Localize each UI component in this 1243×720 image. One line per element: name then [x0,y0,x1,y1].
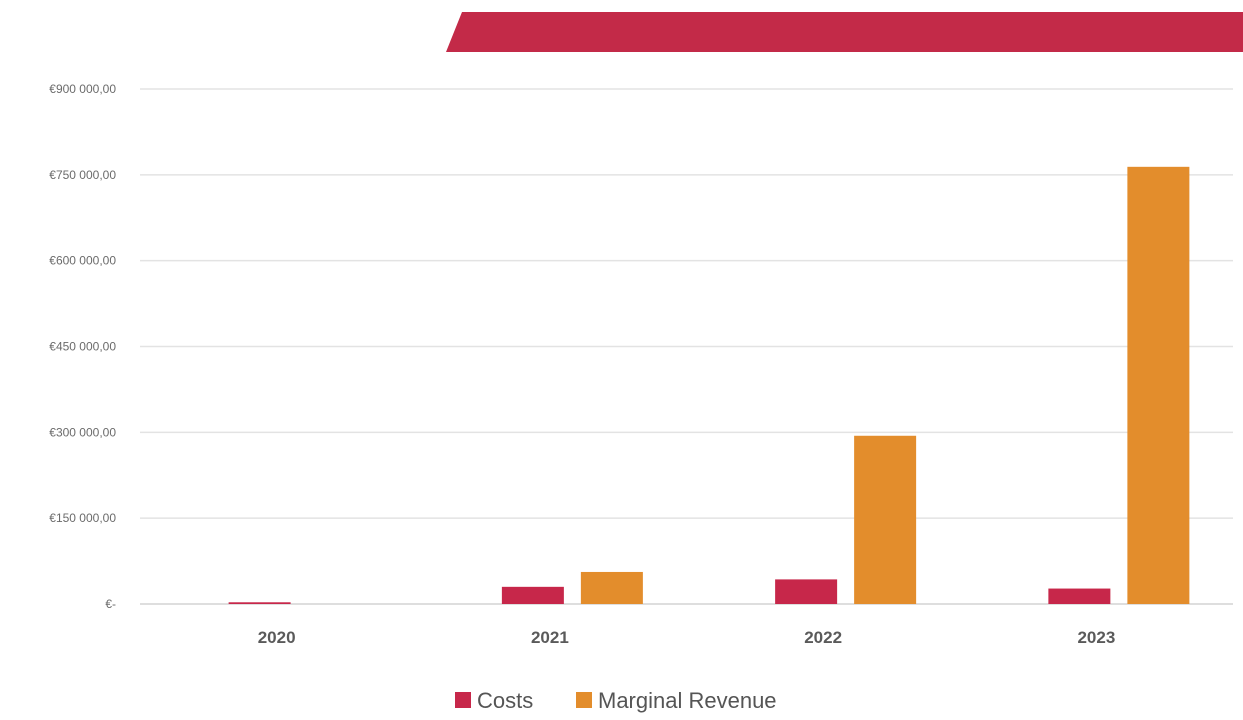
legend-swatch [576,692,592,708]
bar-costs-2022 [775,579,838,604]
y-tick-label: €- [105,597,116,611]
bars [228,166,1190,605]
legend: Costs Marginal Revenue [455,688,777,713]
bar-marginal-revenue-2021 [580,571,643,604]
y-tick-label: €450 000,00 [49,340,116,354]
bar-costs-2021 [501,586,564,604]
gridlines [140,88,1233,605]
x-category-label: 2022 [804,628,842,647]
header-banner [446,12,1243,52]
y-tick-label: €300 000,00 [49,425,116,439]
y-tick-label: €750 000,00 [49,168,116,182]
y-tick-label: €600 000,00 [49,254,116,268]
legend-label: Costs [477,688,533,713]
bar-costs-2020 [228,602,291,604]
x-category-label: 2020 [258,628,296,647]
y-tick-label: €150 000,00 [49,511,116,525]
x-category-label: 2021 [531,628,569,647]
bar-costs-2023 [1048,588,1111,604]
y-axis-tick-labels: €- €150 000,00 €300 000,00 €450 000,00 €600 … [49,82,116,611]
x-category-label: 2023 [1077,628,1115,647]
legend-swatch [455,692,471,708]
x-axis-category-labels: 2020 2021 2022 2023 [258,628,1116,647]
legend-label: Marginal Revenue [598,688,777,713]
bar-marginal-revenue-2022 [854,435,917,604]
y-tick-label: €900 000,00 [49,82,116,96]
bar-marginal-revenue-2023 [1127,166,1190,605]
